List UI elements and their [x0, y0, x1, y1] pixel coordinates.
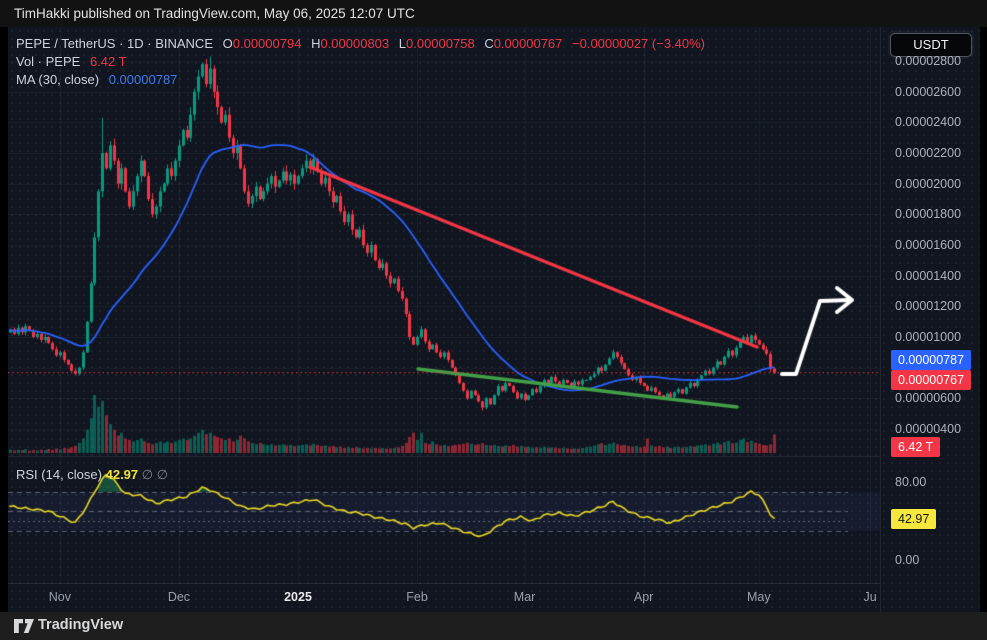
rsi-axis-label: 80.00: [895, 475, 927, 489]
symbol-title: PEPE / TetherUS · 1D · BINANCE: [16, 36, 213, 51]
price-axis-label: 0.00001600: [895, 238, 962, 253]
time-axis-tick: May: [746, 590, 771, 604]
ma-label: MA (30, close): [16, 72, 100, 87]
close-label: C: [484, 36, 494, 51]
axis-price-badge: 0.00000767: [891, 370, 972, 390]
tradingview-logo-icon: [14, 619, 34, 633]
ma-row: MA (30, close) 0.00000787: [16, 71, 705, 89]
open-label: O: [222, 36, 233, 51]
ma-value: 0.00000787: [108, 72, 178, 87]
price-axis-label: 0.00000400: [895, 421, 962, 436]
rsi-value: 42.97: [105, 467, 139, 482]
chart-canvas[interactable]: [8, 27, 880, 583]
currency-toggle-button[interactable]: USDT: [890, 33, 972, 57]
price-axis[interactable]: USDT 0.00002800 0.00002600 0.00002400 0.000…: [880, 27, 980, 612]
price-axis-label: 0.00002200: [895, 146, 962, 161]
price-axis-label: 0.00000600: [895, 391, 962, 406]
price-axis-label: 0.00001800: [895, 207, 962, 222]
close-value: 0.00000767: [493, 36, 563, 51]
volume-row: Vol · PEPE 6.42 T: [16, 53, 705, 71]
footer-bar: TradingView: [0, 612, 987, 640]
price-axis-label: 0.00002800: [895, 54, 962, 69]
price-axis-label: 0.00002400: [895, 115, 962, 130]
price-axis-label: 0.00002000: [895, 176, 962, 191]
time-axis[interactable]: Nov Dec 2025 Feb Mar Apr May Ju: [8, 583, 880, 612]
chart-legend: PEPE / TetherUS · 1D · BINANCE O0.000007…: [16, 35, 705, 89]
price-axis-label: 0.00001200: [895, 299, 962, 314]
axis-price-badge: 6.42 T: [891, 437, 941, 457]
time-axis-tick: Dec: [167, 590, 191, 604]
volume-value: 6.42 T: [89, 54, 127, 69]
time-axis-tick: Ju: [863, 590, 877, 604]
high-label: H: [311, 36, 321, 51]
rsi-axis-label: 0.00: [895, 553, 920, 567]
low-label: L: [398, 36, 406, 51]
symbol-row: PEPE / TetherUS · 1D · BINANCE O0.000007…: [16, 35, 705, 53]
attribution-bar: TimHakki published on TradingView.com, M…: [0, 0, 987, 27]
rsi-empty-icon: ∅: [156, 467, 169, 482]
time-axis-tick: Mar: [513, 590, 536, 604]
time-axis-tick: 2025: [284, 590, 312, 604]
rsi-label: RSI (14, close): [16, 467, 102, 482]
price-axis-label: 0.00001000: [895, 330, 962, 344]
axis-price-badge: 42.97: [891, 509, 937, 529]
open-value: 0.00000794: [232, 36, 302, 51]
price-axis-label: 0.00001400: [895, 268, 962, 283]
footer-brand-text: TradingView: [38, 617, 124, 633]
volume-label: Vol · PEPE: [16, 54, 81, 69]
attribution-text: TimHakki published on TradingView.com, M…: [14, 6, 415, 21]
change-value: −0.00000027 (−3.40%): [572, 36, 706, 51]
axis-price-badge: 0.00000787: [891, 350, 972, 370]
high-value: 0.00000803: [320, 36, 390, 51]
rsi-empty-icon: ∅: [141, 467, 154, 482]
time-axis-tick: Apr: [633, 590, 654, 604]
price-axis-label: 0.00002600: [895, 84, 962, 99]
time-axis-tick: Nov: [48, 590, 72, 604]
low-value: 0.00000758: [406, 36, 475, 51]
rsi-legend: RSI (14, close) 42.97 ∅ ∅: [16, 467, 168, 483]
chart-frame: PEPE / TetherUS · 1D · BINANCE O0.000007…: [8, 27, 980, 612]
time-axis-tick: Feb: [406, 590, 428, 604]
